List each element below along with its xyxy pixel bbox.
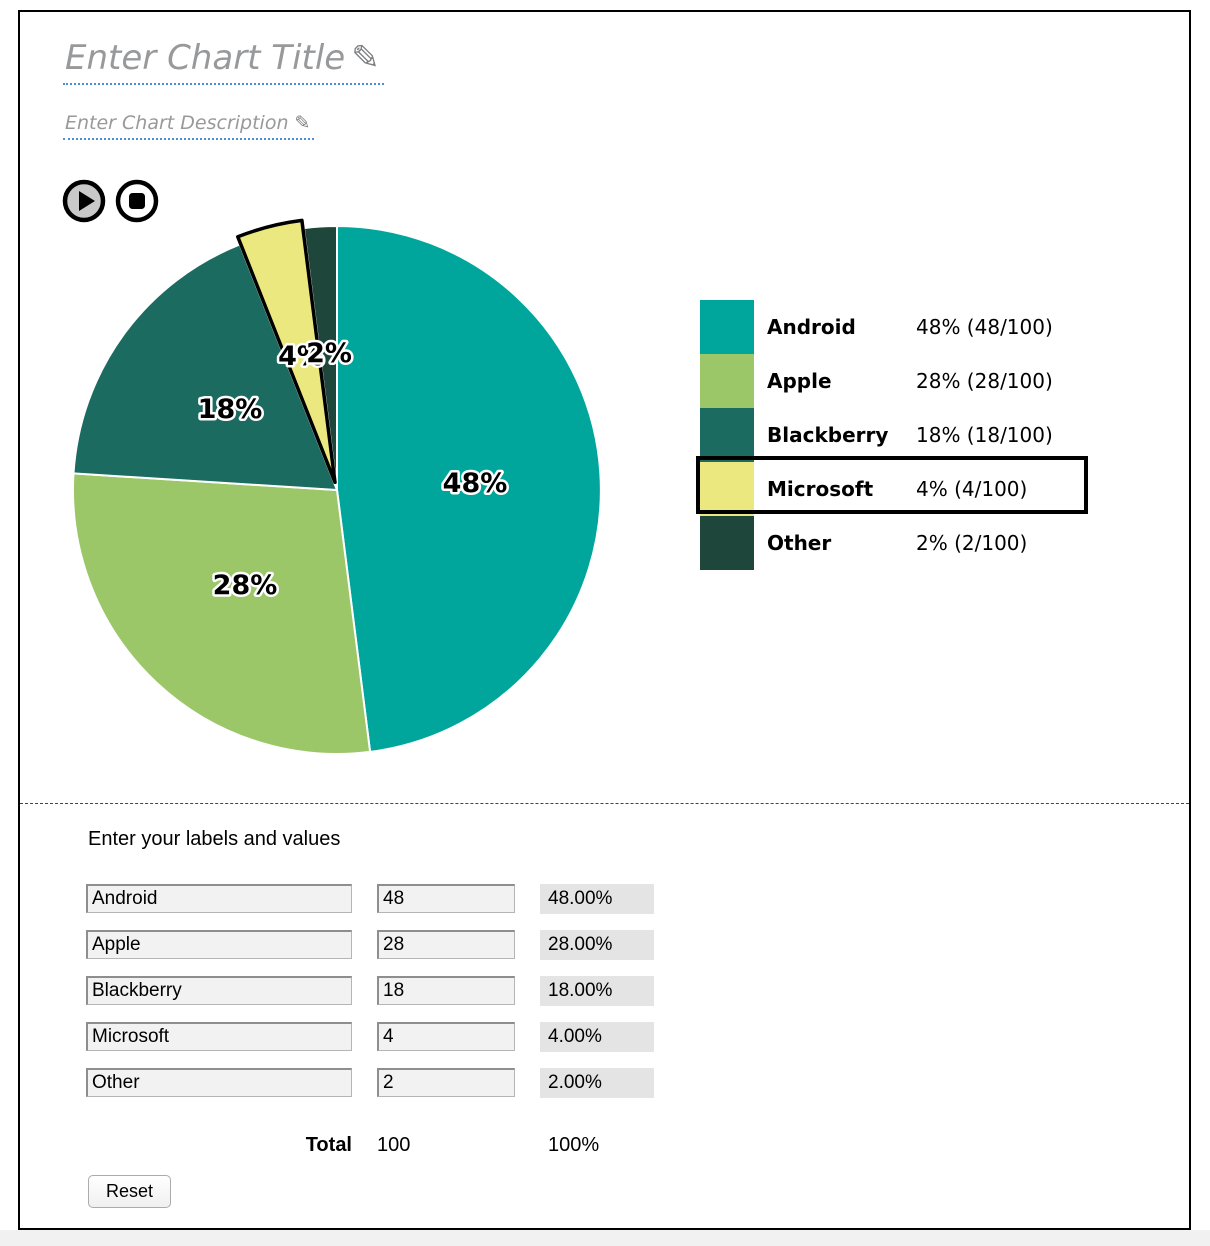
percent-display: 28.00% xyxy=(540,930,654,960)
page-background-strip xyxy=(0,1230,1210,1246)
total-row: Total 100 100% xyxy=(86,1130,786,1160)
editor-heading: Enter your labels and values xyxy=(88,828,341,850)
section-divider xyxy=(20,803,1189,804)
legend-row-apple[interactable]: Apple 28% (28/100) xyxy=(700,354,1053,408)
reset-button[interactable]: Reset xyxy=(88,1175,172,1208)
value-input[interactable] xyxy=(377,884,515,913)
legend-value: 2% (2/100) xyxy=(916,531,1028,555)
legend-value: 48% (48/100) xyxy=(916,315,1053,339)
label-input[interactable] xyxy=(86,930,352,959)
legend-value: 18% (18/100) xyxy=(916,423,1053,447)
pie-slice-android[interactable] xyxy=(336,225,602,753)
value-input[interactable] xyxy=(377,930,515,959)
legend-label: Microsoft xyxy=(767,477,874,501)
animation-controls xyxy=(61,178,163,229)
percent-display: 4.00% xyxy=(540,1022,654,1052)
legend-swatch-microsoft xyxy=(700,462,754,516)
pie-slice-blackberry[interactable] xyxy=(72,243,338,491)
edit-pencil-icon: ✎ xyxy=(294,112,311,134)
legend-label: Blackberry xyxy=(767,423,889,447)
label-input[interactable] xyxy=(86,1068,352,1097)
total-percent: 100% xyxy=(548,1134,600,1156)
legend-row-other[interactable]: Other 2% (2/100) xyxy=(700,516,1053,570)
percent-display: 18.00% xyxy=(540,976,654,1006)
label-input[interactable] xyxy=(86,884,352,913)
value-input[interactable] xyxy=(377,1068,515,1097)
stop-icon xyxy=(129,193,146,209)
label-input[interactable] xyxy=(86,976,352,1005)
legend-row-blackberry[interactable]: Blackberry 18% (18/100) xyxy=(700,408,1053,462)
legend-label: Android xyxy=(767,315,856,339)
legend-row-android[interactable]: Android 48% (48/100) xyxy=(700,300,1053,354)
pie-slice-apple[interactable] xyxy=(71,472,372,755)
play-button[interactable] xyxy=(61,178,107,224)
chart-description-field[interactable]: Enter Chart Description ✎ xyxy=(63,112,315,140)
pie-slice-microsoft-selected[interactable] xyxy=(236,218,337,485)
legend-value: 28% (28/100) xyxy=(916,369,1053,393)
chart-builder-panel: Enter Chart Title ✎ Enter Chart Descripti… xyxy=(18,10,1191,1230)
legend-label: Other xyxy=(767,531,832,555)
percent-display: 2.00% xyxy=(540,1068,654,1098)
legend-swatch-other xyxy=(700,516,754,570)
value-input[interactable] xyxy=(377,976,515,1005)
label-input[interactable] xyxy=(86,1022,352,1051)
chart-title-field[interactable]: Enter Chart Title ✎ xyxy=(63,38,384,85)
play-icon xyxy=(79,191,95,211)
percent-display: 48.00% xyxy=(540,884,654,914)
chart-legend: Android 48% (48/100) Apple 28% (28/100) … xyxy=(700,300,1053,570)
edit-pencil-icon: ✎ xyxy=(351,38,380,78)
legend-row-microsoft[interactable]: Microsoft 4% (4/100) xyxy=(700,462,1053,516)
value-input[interactable] xyxy=(377,1022,515,1051)
legend-value: 4% (4/100) xyxy=(916,477,1028,501)
pie-chart: 48% 28% 18% 4% 2% xyxy=(71,218,602,755)
chart-title-placeholder: Enter Chart Title xyxy=(65,38,346,78)
legend-swatch-blackberry xyxy=(700,408,754,462)
total-value: 100 xyxy=(377,1134,411,1156)
legend-label: Apple xyxy=(767,369,832,393)
total-label: Total xyxy=(305,1134,352,1156)
chart-description-placeholder: Enter Chart Description xyxy=(65,112,289,134)
stop-button[interactable] xyxy=(114,178,160,224)
legend-swatch-apple xyxy=(700,354,754,408)
legend-swatch-android xyxy=(700,300,754,354)
